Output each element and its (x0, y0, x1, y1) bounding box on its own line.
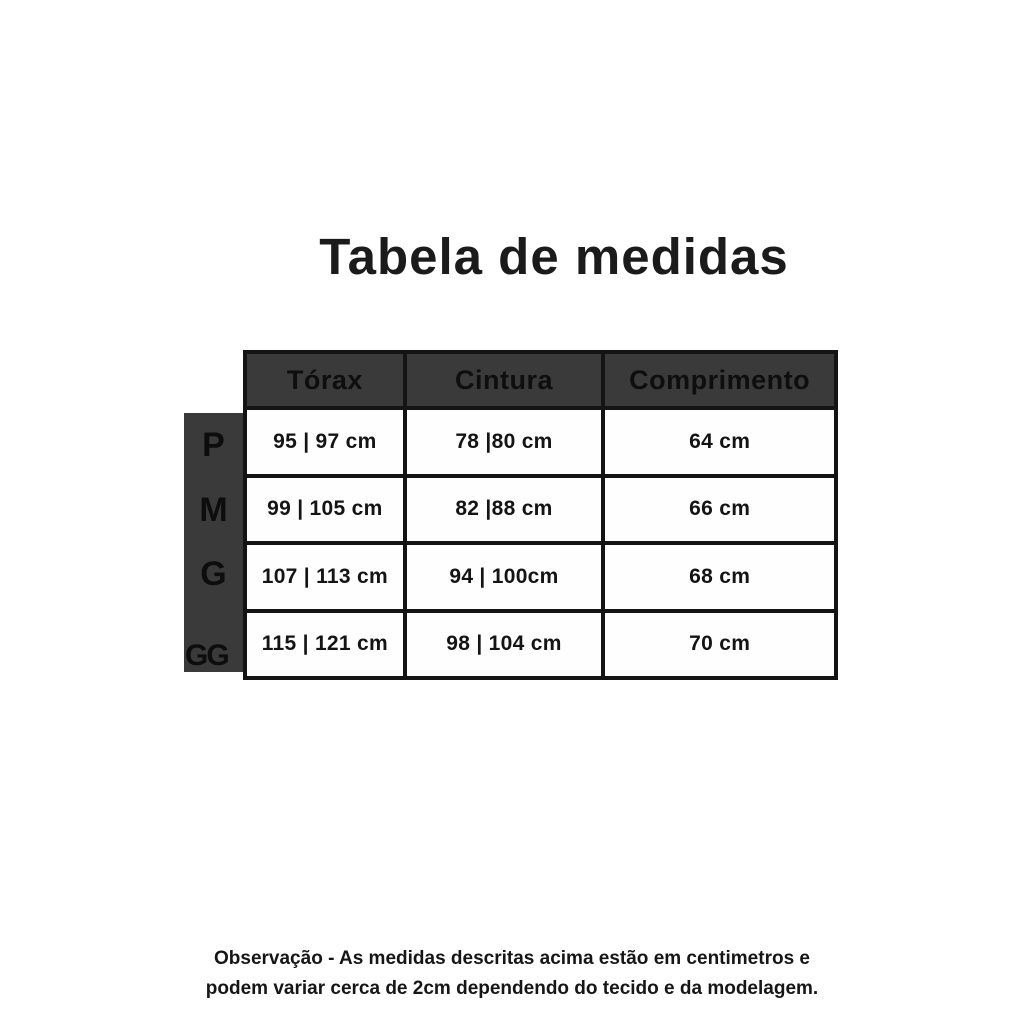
cell-gg-comprimento: 70 cm (605, 612, 834, 676)
cell-g-cintura: 94 | 100cm (406, 545, 602, 609)
cell-g-comprimento: 68 cm (605, 545, 834, 609)
observation-note-line1: Observação - As medidas descritas acima … (214, 948, 810, 969)
page-title: Tabela de medidas (319, 228, 789, 285)
cell-m-cintura: 82 |88 cm (406, 477, 602, 541)
cell-gg-cintura: 98 | 104 cm (406, 612, 602, 676)
header-cell-torax: Tórax (247, 354, 403, 406)
cell-m-torax: 99 | 105 cm (247, 477, 403, 541)
cell-g-torax: 107 | 113 cm (247, 545, 403, 609)
cell-p-comprimento: 64 cm (605, 410, 834, 474)
cell-gg-torax: 115 | 121 cm (247, 612, 403, 676)
table-header-row: Tórax Cintura Comprimento (243, 350, 838, 410)
observation-note-line2: podem variar cerca de 2cm dependendo do … (205, 978, 819, 1000)
size-label-p: P (202, 426, 225, 465)
observation-note: Observação - As medidas descritas acima … (0, 944, 1024, 1005)
cell-p-torax: 95 | 97 cm (247, 410, 403, 474)
cell-m-comprimento: 66 cm (605, 477, 834, 541)
header-cell-cintura: Cintura (406, 354, 602, 406)
size-label-gg: GG (185, 639, 230, 672)
size-label-column: P M G GG (184, 413, 243, 672)
size-label-g: G (200, 555, 227, 594)
size-label-m: M (199, 490, 228, 529)
header-cell-comprimento: Comprimento (605, 354, 834, 406)
cell-p-cintura: 78 |80 cm (406, 410, 602, 474)
measurements-table: 95 | 97 cm 78 |80 cm 64 cm 99 | 105 cm 8… (243, 406, 838, 680)
